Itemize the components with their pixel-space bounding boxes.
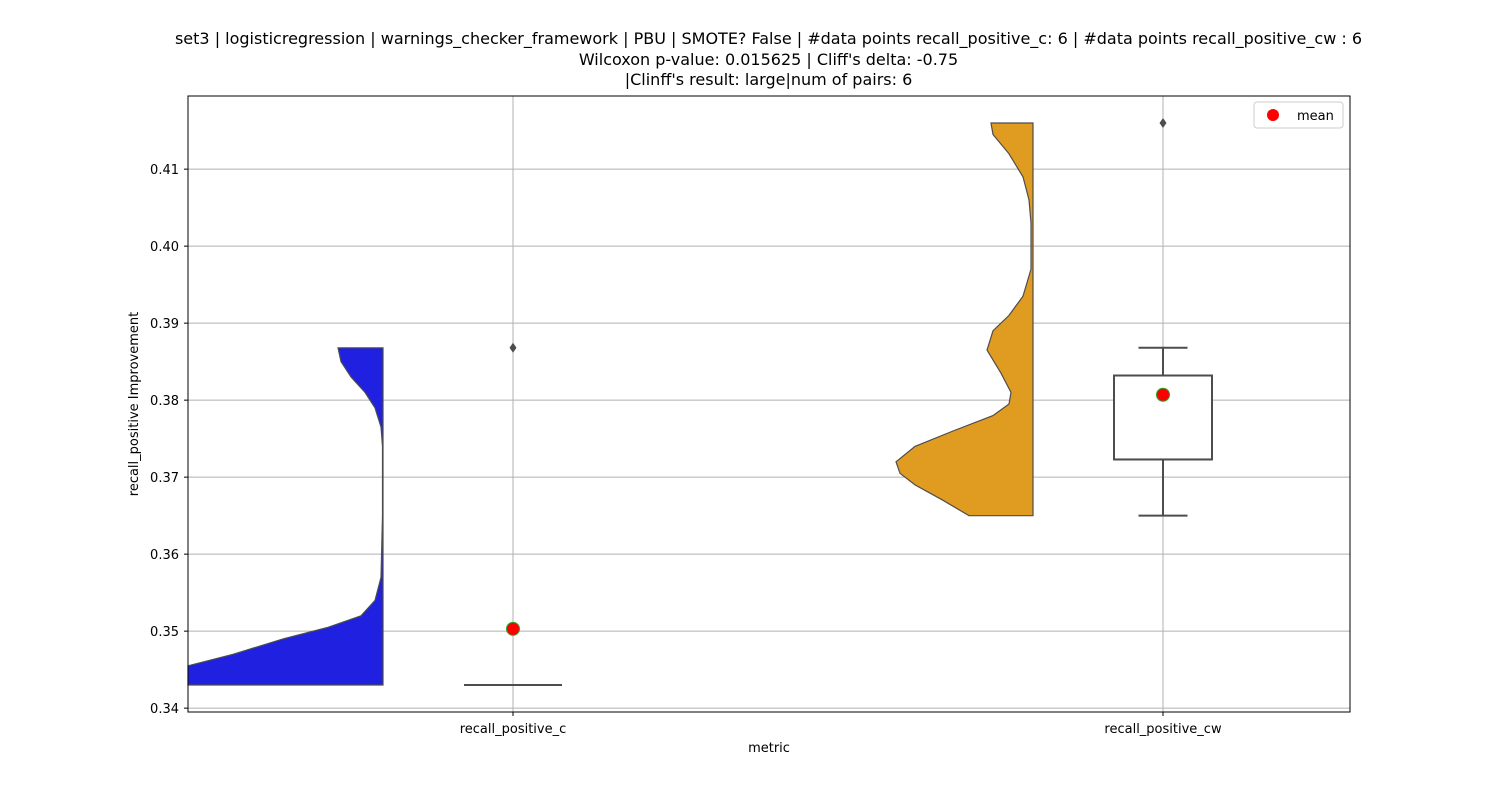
y-tick-label: 0.35 — [150, 625, 179, 640]
legend-label-mean: mean — [1297, 109, 1334, 124]
outlier-point — [509, 342, 517, 353]
mean-point — [506, 621, 520, 636]
x-tick-label: recall_positive_cw — [1104, 722, 1222, 737]
y-axis-label: recall_positive Improvement — [127, 312, 142, 496]
y-tick-label: 0.41 — [150, 163, 179, 178]
y-tick-label: 0.34 — [150, 702, 179, 717]
violins — [187, 122, 1034, 686]
plot-frame — [187, 95, 1351, 713]
chart-title-line-2: Wilcoxon p-value: 0.015625 | Cliff's del… — [578, 49, 959, 69]
legend-mean-marker — [1267, 109, 1279, 121]
violin-recall-positive-cw — [895, 122, 1034, 517]
x-axis-ticks: recall_positive_c recall_positive_cw — [460, 712, 1222, 737]
outlier-point — [1159, 117, 1167, 128]
x-axis-label: metric — [748, 741, 790, 756]
y-axis-ticks: 0.34 0.35 0.36 0.37 0.38 0.39 0.40 0.41 — [150, 163, 188, 717]
y-tick-label: 0.38 — [150, 394, 179, 409]
chart-title-line-1: set3 | logisticregression | warnings_che… — [174, 29, 1363, 48]
chart-title-line-3: |Clinff's result: large|num of pairs: 6 — [624, 70, 913, 89]
boxplots — [464, 117, 1213, 687]
y-tick-label: 0.40 — [150, 240, 179, 255]
mean-point — [1156, 387, 1170, 402]
y-tick-label: 0.39 — [150, 317, 179, 332]
violin-recall-positive-c — [187, 347, 384, 686]
x-tick-label: recall_positive_c — [460, 722, 567, 737]
chart-title: set3 | logisticregression | warnings_che… — [0, 29, 1500, 91]
y-tick-label: 0.37 — [150, 471, 179, 486]
legend-box — [1253, 101, 1344, 129]
legend: mean — [1253, 101, 1344, 129]
y-tick-label: 0.36 — [150, 548, 179, 563]
mean-markers — [506, 387, 1170, 636]
